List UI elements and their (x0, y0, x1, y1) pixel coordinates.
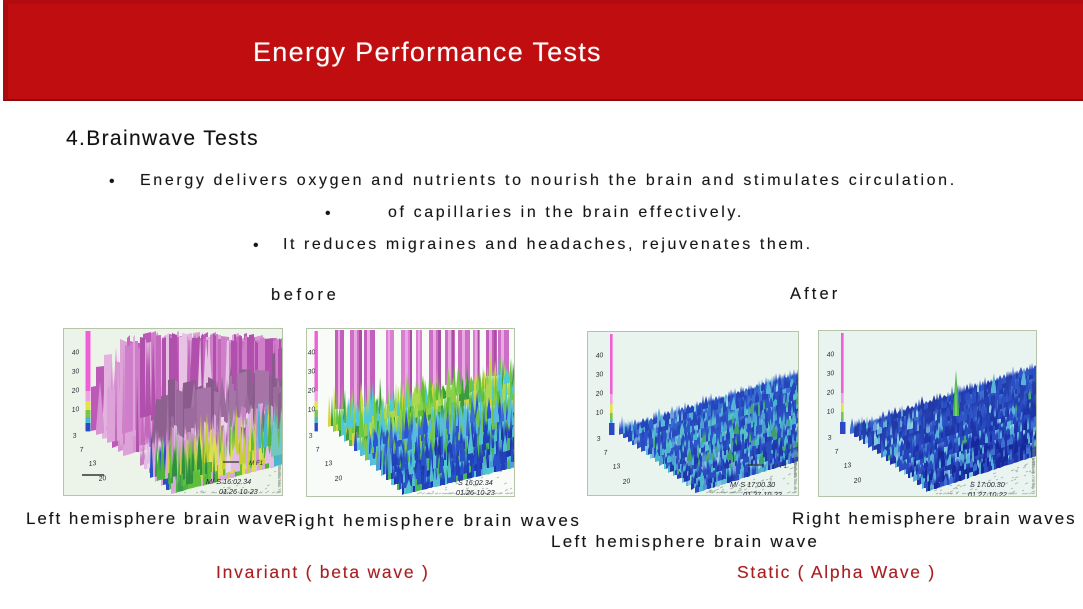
svg-text:20: 20 (70, 387, 80, 395)
svg-text:20: 20 (852, 477, 862, 485)
svg-text:01.27·10·22: 01.27·10·22 (743, 490, 782, 496)
svg-text:S 17:00.30: S 17:00.30 (970, 480, 1005, 489)
svg-text:30: 30 (826, 370, 835, 378)
svg-text:20: 20 (306, 387, 316, 395)
svg-text:7: 7 (79, 446, 84, 453)
svg-text:40: 40 (71, 349, 80, 357)
svg-text:M/·S 16:02.34: M/·S 16:02.34 (206, 477, 251, 486)
svg-text:3: 3 (827, 434, 832, 441)
svg-text:20: 20 (825, 389, 835, 397)
svg-text:3: 3 (596, 435, 601, 442)
svg-text:13: 13 (324, 460, 333, 468)
svg-text:30: 30 (71, 368, 80, 376)
svg-text:20: 20 (97, 475, 107, 483)
svg-text:10: 10 (307, 406, 316, 414)
svg-text:13: 13 (612, 463, 621, 471)
svg-text:20: 20 (594, 390, 604, 398)
svg-text:40: 40 (826, 351, 835, 359)
svg-text:13: 13 (88, 460, 97, 468)
svg-text:40: 40 (307, 349, 316, 357)
svg-text:30: 30 (307, 368, 316, 376)
svg-text:10: 10 (826, 408, 835, 416)
svg-text:10: 10 (595, 409, 604, 417)
svg-text:M F1: M F1 (773, 463, 787, 470)
svg-text:20: 20 (333, 475, 343, 483)
svg-text:7: 7 (603, 449, 608, 456)
svg-text:S 16:02.34: S 16:02.34 (458, 478, 493, 487)
svg-text:40: 40 (595, 352, 604, 360)
svg-text:01.27·10·22: 01.27·10·22 (968, 490, 1007, 497)
svg-text:M F1: M F1 (249, 460, 263, 467)
svg-text:01.26·10·23: 01.26·10·23 (219, 487, 258, 496)
svg-text:3: 3 (308, 432, 313, 439)
svg-text:10: 10 (71, 406, 80, 414)
svg-text:M/·S 17:00.30: M/·S 17:00.30 (730, 480, 775, 489)
svg-text:7: 7 (315, 446, 320, 453)
svg-text:3: 3 (72, 432, 77, 439)
svg-text:13: 13 (843, 462, 852, 470)
svg-text:30: 30 (595, 371, 604, 379)
svg-text:7: 7 (834, 448, 839, 455)
svg-text:01.26·10·23: 01.26·10·23 (456, 488, 495, 497)
svg-text:20: 20 (621, 478, 631, 486)
